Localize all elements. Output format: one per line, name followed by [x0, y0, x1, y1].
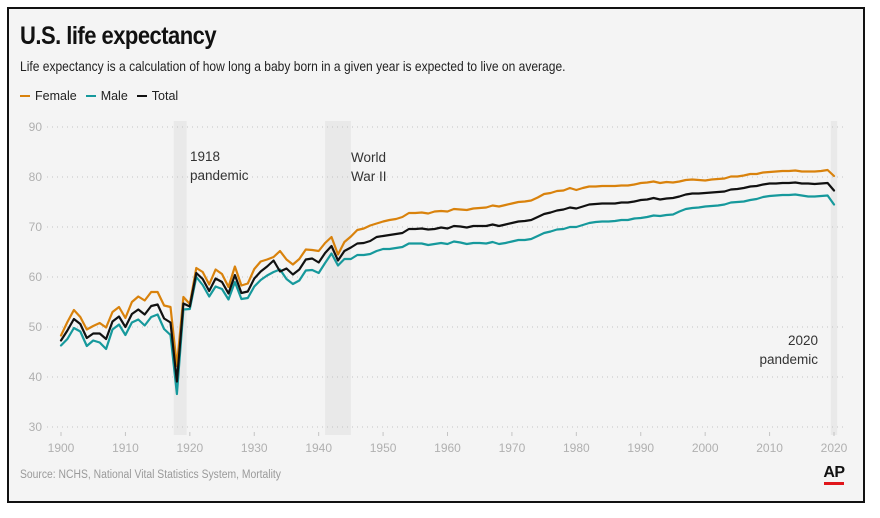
source-note: Source: NCHS, National Vital Statistics …	[20, 469, 281, 481]
legend-item-male: Male	[85, 89, 128, 103]
annotation-band-3	[830, 121, 838, 435]
legend-swatch-male	[85, 94, 96, 98]
legend-item-female: Female	[20, 89, 77, 103]
x-tick-label-1970: 1970	[499, 441, 526, 455]
legend-label-male: Male	[100, 89, 128, 103]
ap-logo: AP	[822, 464, 846, 485]
x-tick-label-1960: 1960	[434, 441, 461, 455]
y-tick-label-90: 90	[29, 120, 43, 134]
x-tick-label-1920: 1920	[176, 441, 203, 455]
chart-title: U.S. life expectancy	[20, 22, 217, 50]
ap-logo-text: AP	[823, 464, 845, 481]
chart-frame	[7, 7, 865, 503]
annotation-2-line-2: War II	[351, 169, 387, 184]
y-tick-label-30: 30	[29, 420, 43, 434]
x-tick-label-1990: 1990	[627, 441, 654, 455]
annotation-3-line-1: 2020	[788, 333, 818, 348]
y-tick-label-80: 80	[29, 170, 43, 184]
y-tick-label-50: 50	[29, 320, 43, 334]
x-tick-label-1930: 1930	[241, 441, 268, 455]
annotation-2-line-1: World	[351, 150, 386, 165]
annotation-3-line-2: pandemic	[759, 352, 818, 367]
annotation-1-line-1: 1918	[190, 149, 220, 164]
x-tick-label-2020: 2020	[821, 441, 848, 455]
annotation-band-2	[325, 121, 351, 435]
series-line-male	[59, 193, 836, 396]
y-tick-label-40: 40	[29, 370, 43, 384]
y-tick-label-60: 60	[29, 270, 43, 284]
ap-logo-underline	[824, 482, 844, 485]
legend-label-female: Female	[35, 89, 77, 103]
x-tick-label-1910: 1910	[112, 441, 139, 455]
x-tick-label-2010: 2010	[756, 441, 783, 455]
x-tick-label-1900: 1900	[48, 441, 75, 455]
annotation-1-line-2: pandemic	[190, 168, 249, 183]
x-tick-label-1940: 1940	[305, 441, 332, 455]
x-tick-label-1950: 1950	[370, 441, 397, 455]
x-tick-label-2000: 2000	[692, 441, 719, 455]
series-line-total	[59, 181, 836, 383]
legend-item-total: Total	[136, 89, 179, 103]
legend-swatch-female	[20, 94, 30, 98]
chart-subtitle: Life expectancy is a calculation of how …	[20, 58, 566, 74]
legend-label-total: Total	[151, 89, 179, 103]
x-tick-label-1980: 1980	[563, 441, 590, 455]
legend-swatch-total	[136, 94, 147, 98]
y-tick-label-70: 70	[29, 220, 43, 234]
chart-legend: Female Male Total	[20, 89, 187, 103]
